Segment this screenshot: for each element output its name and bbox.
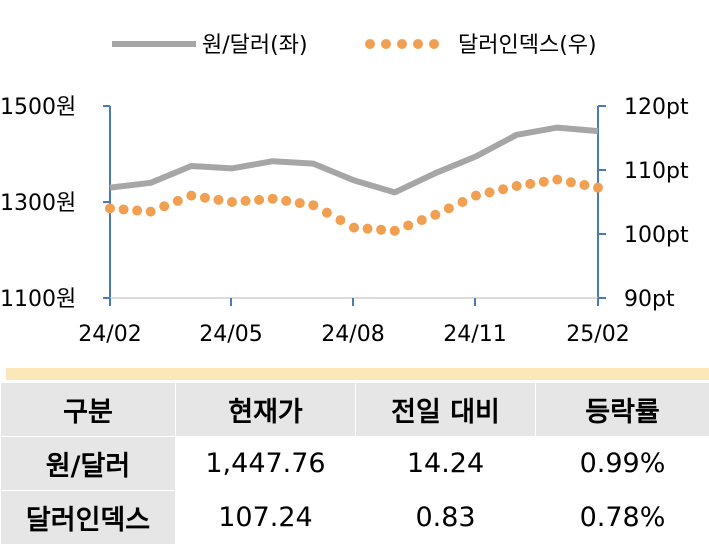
data-point-dollar-index-11 [552,174,563,185]
data-point-dollar-index-2 [186,190,197,201]
series-line-krw-usd [109,124,599,196]
series-dot-dollar-index [376,224,387,235]
series-layer [105,124,603,236]
series-dot-dollar-index [213,194,224,205]
header-current-price: 현재가 [175,382,356,437]
series-dot-dollar-index [525,178,536,189]
series-dot-dollar-index [484,187,495,198]
x-tick-2411: 24/11 [443,322,506,347]
table-row: 달러인덱스 107.24 0.83 0.78% [0,490,709,545]
series-dot-dollar-index [498,184,509,195]
cell-krw-usd-rate: 0.99% [535,436,709,491]
legend-dot [397,39,407,49]
chart-legend: 원/달러(좌) 달러인덱스(우) [112,33,597,58]
cell-dollar-index-price: 107.24 [175,490,356,545]
summary-table: 구분 현재가 전일 대비 등락률 원/달러 1,447.76 14.24 0.9… [0,382,709,545]
series-dot-dollar-index [443,203,454,214]
series-dot-dollar-index [457,197,468,207]
header-change-rate: 등락률 [535,382,709,437]
legend-swatch-dollar-index [365,39,439,49]
left-axis: 1500원 1300원 1100원 [0,95,111,312]
series-dot-dollar-index [579,179,590,190]
series-dot-dollar-index [403,220,414,231]
x-tick-2405: 24/05 [199,322,262,347]
right-tick-110: 110pt [624,159,689,184]
left-tick-1100: 1100원 [0,287,76,312]
series-dot-dollar-index [118,204,129,215]
series-dot-dollar-index [159,201,170,212]
data-point-dollar-index-8 [430,209,441,220]
series-dot-dollar-index [254,194,265,205]
data-point-dollar-index-5 [308,200,319,211]
right-tick-90: 90pt [624,287,675,312]
x-tick-2502: 25/02 [566,322,629,347]
series-dot-dollar-index [294,198,305,209]
series-dot-dollar-index [335,215,346,226]
cell-krw-usd-change: 14.24 [355,436,536,491]
data-point-dollar-index-10 [511,181,522,191]
row-label-dollar-index: 달러인덱스 [0,490,176,545]
series-dot-dollar-index [416,215,427,226]
series-dot-dollar-index [321,207,332,218]
cell-dollar-index-change: 0.83 [355,490,536,545]
series-dot-dollar-index [199,192,210,203]
legend-dot [413,39,423,49]
cell-dollar-index-rate: 0.78% [535,490,709,545]
legend-dot [429,39,439,49]
data-point-dollar-index-1 [145,206,156,217]
right-axis: 120pt 110pt 100pt 90pt [597,95,689,312]
data-point-dollar-index-3 [227,197,237,207]
series-dot-dollar-index [132,205,143,216]
table-top-band [6,368,709,380]
legend-dot [381,39,391,49]
data-point-dollar-index-4 [267,193,278,204]
header-day-change: 전일 대비 [355,382,536,437]
x-tick-2402: 24/02 [78,322,141,347]
data-point-dollar-index-6 [349,222,359,233]
series-dot-dollar-index [538,176,549,187]
data-point-dollar-index-7 [389,225,400,236]
exchange-rate-chart: 원/달러(좌) 달러인덱스(우) 1500원 1300원 1100원 120pt… [0,33,689,347]
series-dot-dollar-index [240,195,251,206]
series-dot-dollar-index [565,177,576,188]
row-label-krw-usd: 원/달러 [0,436,176,491]
table-header-row: 구분 현재가 전일 대비 등락률 [0,382,709,437]
series-dot-dollar-index [281,195,292,206]
legend-label-krw-usd: 원/달러(좌) [202,33,308,58]
right-tick-100: 100pt [624,223,689,248]
left-tick-1500: 1500원 [0,95,76,120]
left-tick-1300: 1300원 [0,191,76,216]
x-tick-2408: 24/08 [321,322,384,347]
series-dot-dollar-index [362,223,373,234]
cell-krw-usd-price: 1,447.76 [175,436,356,491]
legend-label-dollar-index: 달러인덱스(우) [458,33,597,58]
series-dot-dollar-index [172,195,183,206]
right-tick-120: 120pt [624,95,689,120]
header-category: 구분 [0,382,176,437]
x-axis: 24/02 24/05 24/08 24/11 25/02 [78,297,630,347]
table-row: 원/달러 1,447.76 14.24 0.99% [0,436,709,491]
legend-dot [365,39,375,49]
data-point-dollar-index-12 [593,182,603,193]
data-point-dollar-index-0 [105,203,115,214]
data-point-dollar-index-9 [471,190,481,201]
